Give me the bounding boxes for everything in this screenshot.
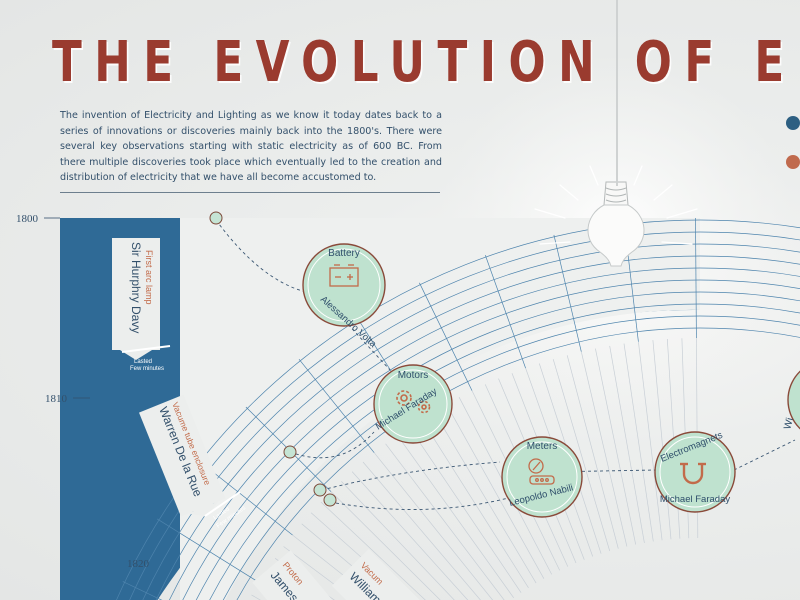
legend-dot-orange bbox=[786, 155, 800, 169]
year-1800: 1800 bbox=[16, 213, 39, 225]
year-1820: 1820 bbox=[127, 558, 150, 570]
discovery-badge-motors: Motors Michael Faraday bbox=[373, 364, 453, 444]
inventor-name: Sir Hurphry Davy bbox=[129, 242, 143, 333]
inventor-banner-william: William Rob Vacum bbox=[331, 548, 426, 600]
inventor-banner-delarue: Warren De la Rue Vacume tube enclosure L… bbox=[139, 394, 247, 530]
bulb-wire bbox=[616, 0, 618, 186]
intro-paragraph: The invention of Electricity and Lightin… bbox=[60, 110, 442, 184]
bulb-rays bbox=[534, 165, 698, 245]
magnet-icon bbox=[680, 462, 706, 485]
discovery-title: Motors bbox=[398, 370, 429, 381]
battery-icon bbox=[329, 264, 359, 287]
discovery-badge-partial: Wi bbox=[782, 370, 800, 431]
timeline-dots bbox=[209, 211, 337, 507]
discovery-person: Wi bbox=[782, 417, 796, 431]
discovery-badge-electromagnets: Electromagnets Michael Faraday bbox=[654, 430, 736, 513]
timeline-ring-inner bbox=[180, 218, 700, 600]
inventor-invention: First arc lamp bbox=[144, 250, 154, 305]
page-title: THE EVOLUTION OF ELECTRICITY bbox=[52, 30, 800, 95]
discovery-badge-meters: Meters Leopoldo Nabili bbox=[501, 436, 583, 518]
gears-icon bbox=[396, 390, 431, 414]
discovery-title: Meters bbox=[527, 441, 558, 452]
legend-dot-blue bbox=[786, 116, 800, 130]
inventor-banner-davy: Sir Hurphry Davy First arc lamp Lasted F… bbox=[112, 238, 171, 372]
discovery-title: Battery bbox=[328, 248, 360, 259]
year-markers: 1800 1810 1820 bbox=[16, 213, 150, 570]
year-1810: 1810 bbox=[45, 393, 68, 405]
lightbulb bbox=[534, 165, 698, 267]
lasted-duration: Few minutes bbox=[130, 366, 164, 372]
meter-icon bbox=[528, 458, 555, 485]
intro-divider bbox=[60, 192, 440, 193]
inventor-banner-james: James B Proton bbox=[252, 550, 343, 600]
lasted-label: Lasted bbox=[134, 359, 152, 365]
discovery-person: Michael Faraday bbox=[660, 494, 730, 505]
